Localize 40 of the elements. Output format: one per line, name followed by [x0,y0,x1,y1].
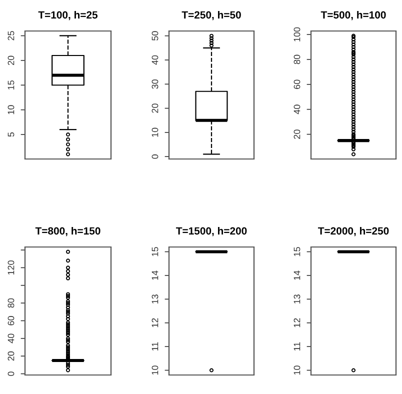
y-tick-label: 10 [152,366,158,375]
y-tick-label: 13 [294,294,300,304]
y-tick-label: 20 [8,56,14,65]
chart-title: T=800, h=150 [35,226,100,236]
y-tick-label: 5 [8,132,14,137]
y-tick-label: 15 [8,80,14,90]
chart-title: T=500, h=100 [320,10,386,20]
y-tick-label: 30 [152,79,158,89]
y-tick-label: 40 [152,55,158,65]
y-tick-label: 60 [8,316,14,326]
y-tick-label: 80 [294,54,300,64]
y-tick-label: 11 [294,342,300,351]
chart-title: T=100, h=25 [38,10,98,20]
y-tick-label: 14 [294,270,300,280]
y-tick-label: 80 [8,298,14,308]
y-tick-label: 120 [8,260,14,275]
y-tick-label: 20 [294,130,300,139]
y-tick-label: 0 [8,372,14,376]
y-tick-label: 20 [8,351,14,361]
y-tick-label: 40 [294,104,300,114]
y-tick-label: 25 [8,31,14,40]
y-tick-label: 40 [8,334,14,344]
y-tick-label: 15 [152,247,158,256]
y-tick-label: 13 [152,294,158,304]
y-tick-label: 12 [294,318,300,328]
y-tick-label: 60 [294,80,300,89]
y-tick-label: 14 [152,270,158,280]
y-tick-label: 100 [294,27,300,42]
y-tick-label: 10 [152,128,158,137]
y-tick-label: 12 [152,318,158,328]
y-tick-label: 0 [152,154,158,159]
chart-title: T=2000, h=250 [318,226,389,236]
y-tick-label: 10 [8,105,14,114]
y-tick-label: 15 [294,247,300,256]
chart-title: T=250, h=50 [182,10,241,20]
y-tick-label: 20 [152,104,158,113]
y-tick-label: 11 [152,342,158,351]
y-tick-label: 50 [152,31,158,40]
chart-title: T=1500, h=200 [176,226,247,236]
y-tick-label: 10 [294,366,300,375]
